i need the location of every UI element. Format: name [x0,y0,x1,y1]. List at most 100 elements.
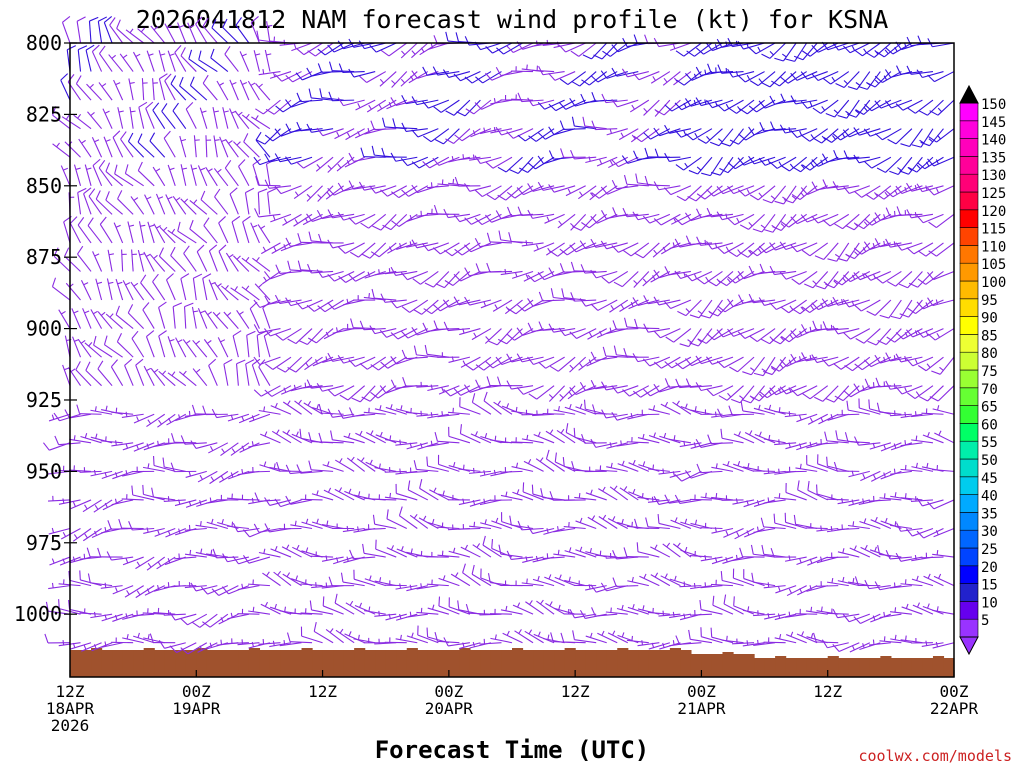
wind-barb-half-feather [663,469,664,474]
terrain-column [533,650,544,677]
wind-barb-half-feather [95,612,96,617]
wind-barb-half-feather [495,436,496,441]
terrain-column [933,656,944,677]
wind-barb-staff [564,642,586,643]
wind-barb-staff [595,414,617,415]
terrain-column [901,658,912,677]
wind-barb-half-feather [779,493,780,498]
wind-barb-half-feather [74,435,75,440]
wind-barb-half-feather [779,469,780,474]
wind-barb-half-feather [652,497,653,502]
wind-barb-half-feather [421,583,422,588]
wind-barb-half-feather [716,493,717,498]
wind-barb-half-feather [768,468,769,473]
wind-barb-feather [637,542,638,551]
wind-barb-staff [711,443,733,444]
wind-barb-half-feather [63,640,64,645]
wind-barb-half-feather [579,493,580,498]
terrain-column [670,648,681,677]
terrain-column [154,650,165,677]
terrain-column [628,650,639,677]
wind-barb-staff [511,71,533,72]
wind-barb-staff [248,471,270,472]
terrain-column [807,658,818,677]
wind-barb-half-feather [453,179,454,184]
wind-barb-half-feather [201,521,202,526]
wind-barb-half-feather [379,269,380,274]
terrain-column [217,650,228,677]
wind-barb-half-feather [442,411,443,416]
wind-barb-half-feather [105,583,106,588]
wind-barb-half-feather [558,550,559,555]
wind-barb-feather [774,514,775,523]
wind-barb-half-feather [632,636,633,641]
wind-barb-half-feather [369,293,370,298]
wind-barb-half-feather [706,493,707,498]
terrain-column [133,650,144,677]
wind-barb-half-feather [285,607,286,612]
wind-barb-half-feather [242,469,243,474]
wind-barb-staff [490,271,512,272]
terrain-column [302,648,313,677]
terrain-column [207,650,218,677]
chart-title: 2026041812 NAM forecast wind profile (kt… [136,5,889,34]
terrain-column [775,656,786,677]
wind-barb-half-feather [326,583,327,588]
terrain-column [691,654,702,677]
terrain-column [733,654,744,677]
terrain-column [238,650,249,677]
terrain-column [81,650,92,677]
wind-barb-half-feather [779,407,780,412]
terrain-column [596,650,607,677]
terrain-column [428,650,439,677]
terrain-column [891,658,902,677]
wind-barb-half-feather [400,440,401,445]
terrain-column [270,650,281,677]
wind-barb-half-feather [410,612,411,617]
wind-barb-half-feather [190,550,191,555]
terrain-column [438,650,449,677]
wind-barb-feather [143,485,144,494]
wind-barb-half-feather [305,383,306,388]
wind-barb-staff [458,528,480,529]
wind-barb-half-feather [221,640,222,645]
wind-barb-half-feather [284,640,285,645]
terrain-column [607,650,618,677]
wind-barb-staff [80,414,102,415]
terrain-column [165,650,176,677]
wind-barb-staff [301,242,323,243]
wind-barb-staff [543,300,565,301]
terrain-column [144,648,155,677]
terrain-column [501,650,512,677]
terrain-column [870,658,881,677]
terrain-column [659,650,670,677]
wind-barb-feather [439,597,440,606]
terrain-column [280,650,291,677]
terrain-column [407,648,418,677]
wind-barb-half-feather [116,440,117,445]
wind-barb-staff [806,528,828,529]
terrain-column [828,656,839,677]
terrain-column [228,650,239,677]
terrain-column [312,650,323,677]
wind-barb-half-feather [621,440,622,445]
wind-barb-half-feather [473,155,474,160]
terrain-column [365,650,376,677]
wind-barb-staff [237,614,259,615]
wind-barb-half-feather [463,154,464,159]
wind-barb-half-feather [705,240,706,245]
wind-barb-half-feather [673,640,674,645]
wind-barb-staff [543,414,565,415]
wind-barb-feather [80,570,81,579]
terrain-column [386,650,397,677]
wind-barb-half-feather [211,550,212,555]
wind-barb-staff [258,185,280,186]
terrain-column [554,650,565,677]
wind-barb-half-feather [390,435,391,440]
wind-barb-staff [227,643,249,644]
terrain-column [859,658,870,677]
terrain-column [765,658,776,677]
terrain-column [943,658,954,677]
terrain-column [880,656,891,677]
